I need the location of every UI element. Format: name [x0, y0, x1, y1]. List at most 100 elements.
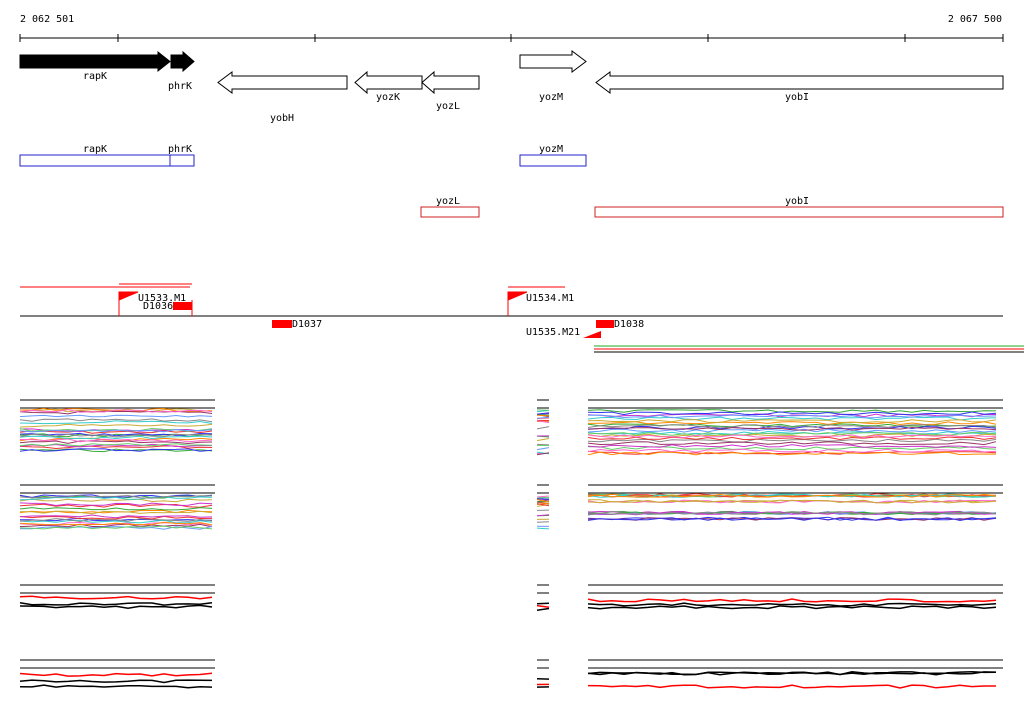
expression-line: [587, 602, 997, 607]
expression-line: [19, 448, 213, 453]
expression-line: [587, 499, 997, 504]
expression-line: [19, 684, 213, 689]
feature-label: U1534.M1: [526, 293, 574, 304]
expression-line: [587, 511, 997, 516]
coordinate-axis: 2 062 501 2 067 500: [19, 14, 1004, 42]
expression-line: [587, 424, 997, 429]
feature-label: D1037: [292, 319, 322, 330]
expression-line: [536, 420, 550, 423]
expression-line: [19, 494, 213, 499]
annotation-label: yozL: [436, 196, 460, 207]
expression-line: [587, 423, 997, 428]
expression-line: [19, 420, 213, 425]
expression-line: [536, 447, 550, 451]
expression-line: [19, 502, 213, 507]
expression-line: [19, 437, 213, 442]
expression-line: [587, 450, 997, 455]
expression-line: [587, 414, 997, 419]
expression-line: [587, 438, 997, 443]
expression-line: [536, 414, 550, 416]
expression-line: [19, 519, 213, 524]
expression-line: [536, 452, 550, 456]
expression-line: [19, 672, 213, 677]
expression-line: [19, 438, 213, 443]
expression-line: [19, 507, 213, 511]
expression-line: [19, 601, 213, 606]
gene-label: yobI: [785, 92, 809, 103]
expression-line: [19, 518, 213, 523]
expression-line: [536, 412, 550, 415]
expression-line: [19, 408, 213, 413]
expression-line: [587, 671, 997, 676]
feature-label: U1533.M1: [138, 293, 186, 304]
expression-line: [587, 436, 997, 441]
expression-line: [587, 448, 997, 453]
expression-line: [536, 521, 550, 523]
expression-line: [587, 419, 997, 424]
expression-line: [587, 493, 997, 498]
expression-line: [587, 451, 997, 456]
expression-line: [587, 421, 997, 426]
expression-line: [536, 498, 550, 500]
expression-line: [587, 684, 996, 689]
expression-line: [19, 430, 213, 434]
axis-end: 2 067 500: [948, 14, 1002, 25]
expression-line: [536, 410, 550, 413]
expression-line: [587, 428, 997, 433]
feature-label: D1038: [614, 319, 644, 330]
expression-line: [536, 426, 550, 430]
expression-line: [536, 416, 550, 419]
expression-line: [536, 604, 550, 609]
expression-line: [536, 438, 550, 442]
expression-line: [536, 602, 550, 605]
expression-line: [19, 440, 213, 445]
expression-line: [19, 496, 213, 501]
expression-line: [587, 409, 997, 413]
expression-line: [19, 428, 213, 433]
expression-line: [536, 503, 550, 507]
expression-line: [587, 441, 997, 446]
expression-line: [587, 434, 997, 439]
expression-line: [19, 525, 213, 530]
gene-label: phrK: [168, 81, 192, 92]
expression-line: [19, 523, 213, 528]
gene-label: yozM: [539, 92, 563, 103]
expression-line: [19, 595, 213, 600]
expression-line: [587, 443, 997, 448]
expression-line: [587, 416, 997, 421]
expression-line: [536, 527, 550, 530]
expression-line: [536, 504, 550, 507]
expression-line: [19, 498, 213, 503]
expression-line: [19, 443, 213, 447]
expression-line: [19, 423, 213, 428]
expression-line: [536, 443, 550, 446]
annotation-label: phrK: [168, 144, 192, 155]
expression-line: [19, 604, 213, 609]
expression-line: [19, 435, 213, 440]
gene-label: yobH: [270, 113, 294, 124]
feature-label: D1036: [143, 301, 173, 312]
expression-line: [536, 497, 550, 499]
annotation-blue: rapK phrK yozM: [19, 144, 587, 167]
expression-line: [587, 598, 997, 603]
expression-line: [19, 433, 213, 438]
annotation-red: yozL yobI: [420, 196, 1004, 218]
expression-line: [536, 514, 550, 517]
expression-line: [19, 510, 213, 515]
expression-line: [587, 605, 997, 610]
axis-start: 2 062 501: [20, 14, 74, 25]
expression-line: [19, 418, 213, 423]
expression-tracks: [19, 399, 1003, 689]
expression-line: [19, 521, 213, 526]
expression-line: [19, 515, 213, 520]
feature-label: U1535.M21: [526, 327, 580, 338]
expression-line: [19, 432, 213, 437]
expression-line: [587, 430, 997, 435]
expression-line: [536, 607, 550, 611]
expression-line: [19, 679, 213, 684]
expression-line: [19, 514, 213, 519]
expression-line: [536, 495, 550, 498]
gene-track: rapK phrK yobH yozK yozL yozM yobI: [19, 50, 1004, 124]
annotation-label: yozM: [539, 144, 563, 155]
